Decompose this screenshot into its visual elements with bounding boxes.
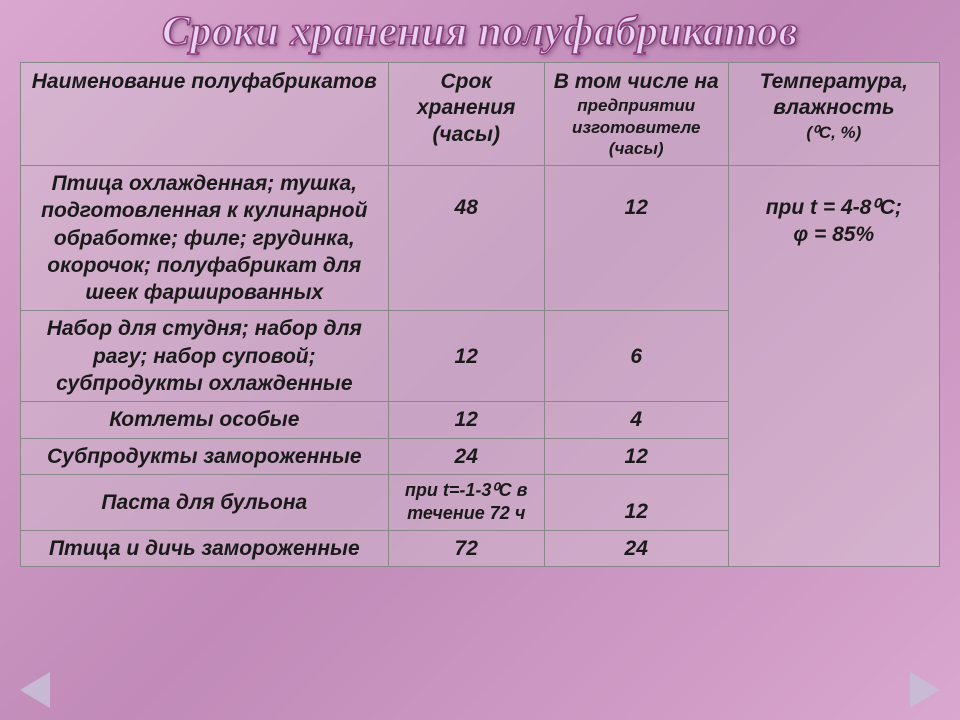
cell-mfr: 12 — [544, 438, 728, 474]
cell-mfr: 6 — [544, 311, 728, 402]
prev-slide-button[interactable] — [20, 672, 50, 708]
cell-name: Субпродукты замороженные — [21, 438, 389, 474]
cell-name: Птица охлажденная; тушка, подготовленная… — [21, 166, 389, 311]
cell-temp-humidity: при t = 4-8⁰С; φ = 85% — [728, 166, 939, 567]
next-slide-button[interactable] — [910, 672, 940, 708]
cell-hours: 24 — [388, 438, 544, 474]
cell-hours: 12 — [388, 311, 544, 402]
col-header-hours: Срок хранения (часы) — [388, 63, 544, 166]
slide: Сроки хранения полуфабрикатов Наименован… — [0, 0, 960, 720]
slide-title: Сроки хранения полуфабрикатов — [20, 8, 940, 56]
col-header-name: Наименование полуфабрикатов — [21, 63, 389, 166]
col-header-name-main: Наименование полуфабрикатов — [32, 70, 377, 93]
cell-hours: 48 — [388, 166, 544, 311]
cell-mfr: 24 — [544, 530, 728, 566]
col-header-temp-sub: (⁰С, %) — [735, 122, 933, 143]
cell-name: Птица и дичь замороженные — [21, 530, 389, 566]
cell-name: Котлеты особые — [21, 402, 389, 438]
table-row: Птица охлажденная; тушка, подготовленная… — [21, 166, 940, 311]
cell-name: Набор для студня; набор для рагу; набор … — [21, 311, 389, 402]
table-header-row: Наименование полуфабрикатов Срок хранени… — [21, 63, 940, 166]
temp-line2: φ = 85% — [737, 221, 931, 248]
col-header-hours-main: Срок хранения (часы) — [417, 70, 515, 146]
cell-mfr: 4 — [544, 402, 728, 438]
cell-mfr: 12 — [544, 474, 728, 530]
storage-table: Наименование полуфабрикатов Срок хранени… — [20, 62, 940, 567]
cell-mfr: 12 — [544, 166, 728, 311]
col-header-temp: Температура, влажность (⁰С, %) — [728, 63, 939, 166]
cell-hours: 12 — [388, 402, 544, 438]
col-header-mfr: В том числе на предприятии изготовителе … — [544, 63, 728, 166]
cell-hours: при t=-1-3⁰С в течение 72 ч — [388, 474, 544, 530]
col-header-mfr-main: В том числе на — [554, 70, 719, 93]
col-header-mfr-sub: предприятии изготовителе (часы) — [551, 95, 722, 159]
temp-line1: при t = 4-8⁰С; — [737, 194, 931, 221]
cell-hours: 72 — [388, 530, 544, 566]
col-header-temp-main: Температура, влажность — [760, 70, 908, 119]
cell-name: Паста для бульона — [21, 474, 389, 530]
